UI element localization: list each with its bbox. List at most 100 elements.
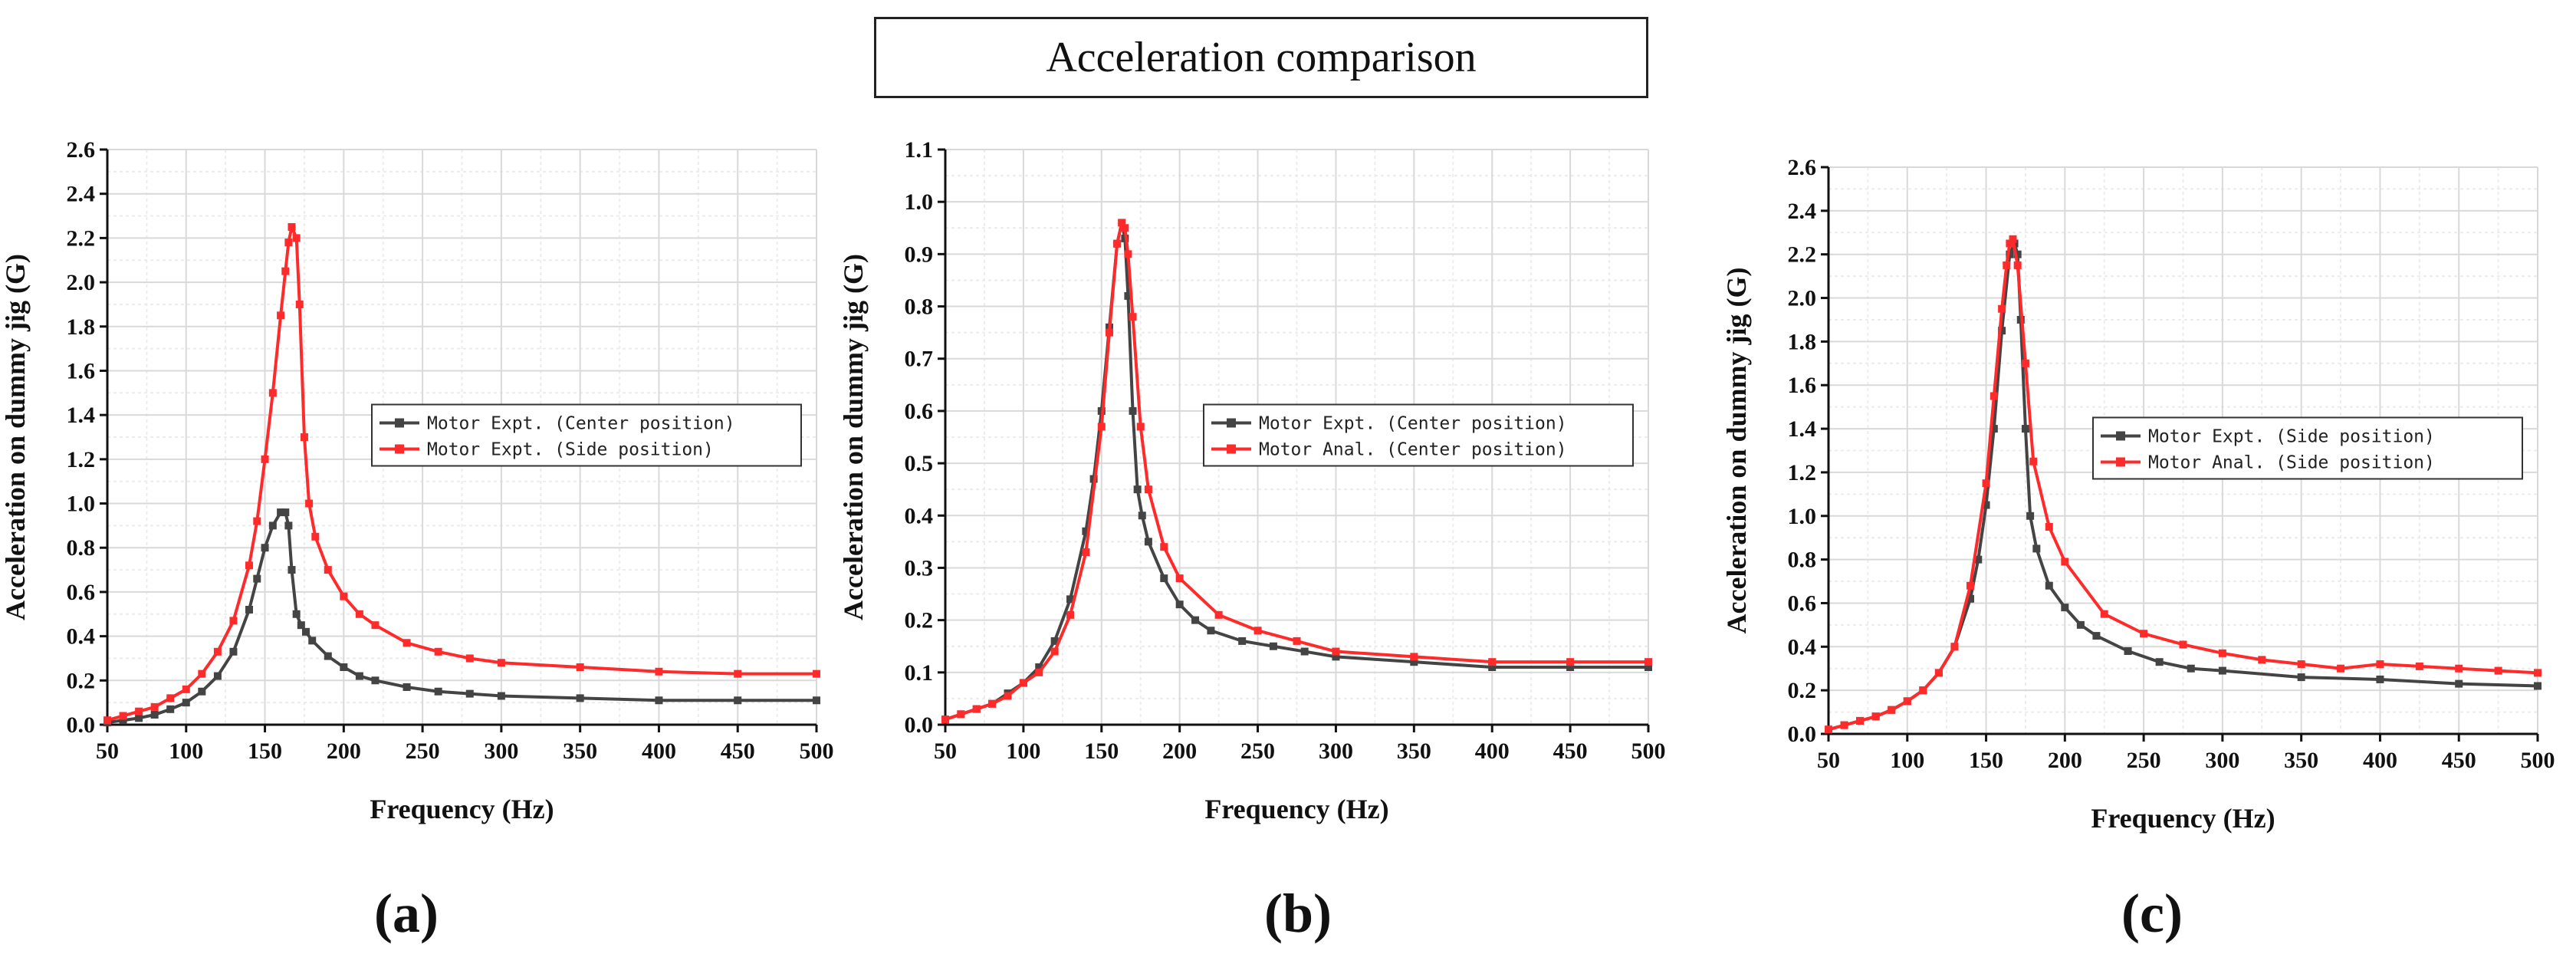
data-point (1919, 686, 1927, 695)
y-tick-label: 0.6 (905, 399, 934, 424)
data-point (2061, 558, 2069, 566)
data-point (135, 714, 143, 722)
data-point (213, 672, 222, 680)
x-tick-label: 500 (2521, 748, 2555, 773)
x-tick-label: 150 (248, 739, 282, 764)
data-point (2100, 610, 2108, 618)
y-tick-label: 1.8 (1788, 329, 1817, 354)
x-tick-label: 100 (1890, 748, 1924, 773)
x-tick-label: 250 (2127, 748, 2161, 773)
data-point (2003, 261, 2011, 269)
data-point (245, 561, 253, 570)
x-axis-label: Frequency (Hz) (1204, 794, 1388, 824)
data-point (288, 222, 296, 231)
x-tick-label: 200 (1162, 739, 1197, 764)
legend-label: Motor Expt. (Center position) (1259, 414, 1567, 434)
data-point (355, 672, 363, 680)
data-point (1121, 224, 1129, 232)
data-point (1238, 637, 1247, 645)
y-tick-label: 0.6 (67, 580, 96, 605)
legend-label: Motor Anal. (Side position) (2148, 452, 2435, 472)
data-point (1066, 610, 1075, 619)
x-tick-label: 350 (563, 739, 597, 764)
data-point (2021, 425, 2029, 433)
data-point (198, 669, 206, 678)
data-point (1825, 725, 1832, 734)
data-point (1066, 595, 1075, 604)
x-tick-label: 200 (2048, 748, 2082, 773)
data-point (497, 692, 505, 700)
y-tick-label: 2.4 (1788, 199, 1817, 224)
data-point (182, 699, 190, 707)
data-point (2534, 669, 2542, 677)
legend-marker (2116, 431, 2125, 441)
data-point (813, 669, 820, 678)
data-point (2045, 522, 2053, 531)
data-point (1191, 616, 1200, 624)
legend-box (371, 403, 802, 467)
y-tick-label: 0.7 (905, 347, 934, 372)
data-point (1967, 594, 1974, 603)
data-point (402, 639, 411, 647)
y-tick-label: 1.6 (1788, 373, 1817, 398)
data-point (1254, 627, 1262, 635)
legend-label: Motor Anal. (Center position) (1259, 440, 1567, 460)
y-tick-label: 0.4 (1788, 634, 1817, 660)
data-point (1982, 501, 1990, 509)
data-point (1118, 219, 1126, 227)
x-tick-label: 100 (1006, 739, 1040, 764)
data-point (1644, 663, 1652, 671)
y-tick-label: 0.6 (1788, 590, 1817, 616)
data-point (1293, 637, 1301, 645)
data-point (2026, 512, 2035, 520)
data-point (988, 699, 997, 708)
series-line (107, 225, 816, 722)
data-point (734, 669, 742, 678)
data-point (371, 621, 380, 630)
data-point (311, 532, 320, 541)
legend-box (1203, 403, 1634, 467)
data-point (655, 667, 663, 676)
data-point (434, 647, 442, 656)
x-tick-label: 450 (721, 739, 755, 764)
x-tick-label: 300 (2205, 748, 2239, 773)
data-point (2076, 620, 2085, 629)
y-tick-label: 0.2 (905, 608, 934, 633)
x-tick-label: 450 (1553, 739, 1588, 764)
data-point (1488, 663, 1497, 671)
data-point (340, 592, 348, 600)
data-point (2006, 250, 2014, 258)
x-tick-label: 300 (484, 739, 518, 764)
data-point (213, 647, 222, 656)
data-point (1934, 669, 1943, 677)
data-point (371, 676, 380, 685)
y-tick-label: 1.4 (1788, 416, 1817, 442)
data-point (2092, 632, 2101, 640)
figure-title: Acceleration comparison (874, 17, 1648, 98)
x-tick-label: 100 (169, 739, 203, 764)
x-tick-label: 400 (642, 739, 676, 764)
data-point (300, 433, 308, 441)
y-tick-label: 0.8 (905, 294, 934, 320)
data-point (1035, 663, 1043, 671)
data-point (1300, 647, 1309, 656)
data-point (1144, 538, 1152, 546)
data-point (284, 238, 293, 247)
data-point (182, 685, 190, 693)
data-point (324, 652, 332, 660)
data-point (277, 508, 285, 517)
x-tick-label: 150 (1084, 739, 1119, 764)
data-point (1488, 658, 1497, 666)
data-point (1214, 610, 1223, 619)
x-tick-label: 400 (2363, 748, 2397, 773)
data-point (2140, 630, 2148, 638)
legend-marker (1227, 418, 1236, 428)
data-point (1566, 663, 1575, 671)
data-point (434, 687, 442, 696)
caption-a: (a) (374, 883, 439, 944)
data-point (2045, 581, 2053, 590)
y-axis-label: Acceleration on dummy jig (G) (0, 254, 31, 620)
